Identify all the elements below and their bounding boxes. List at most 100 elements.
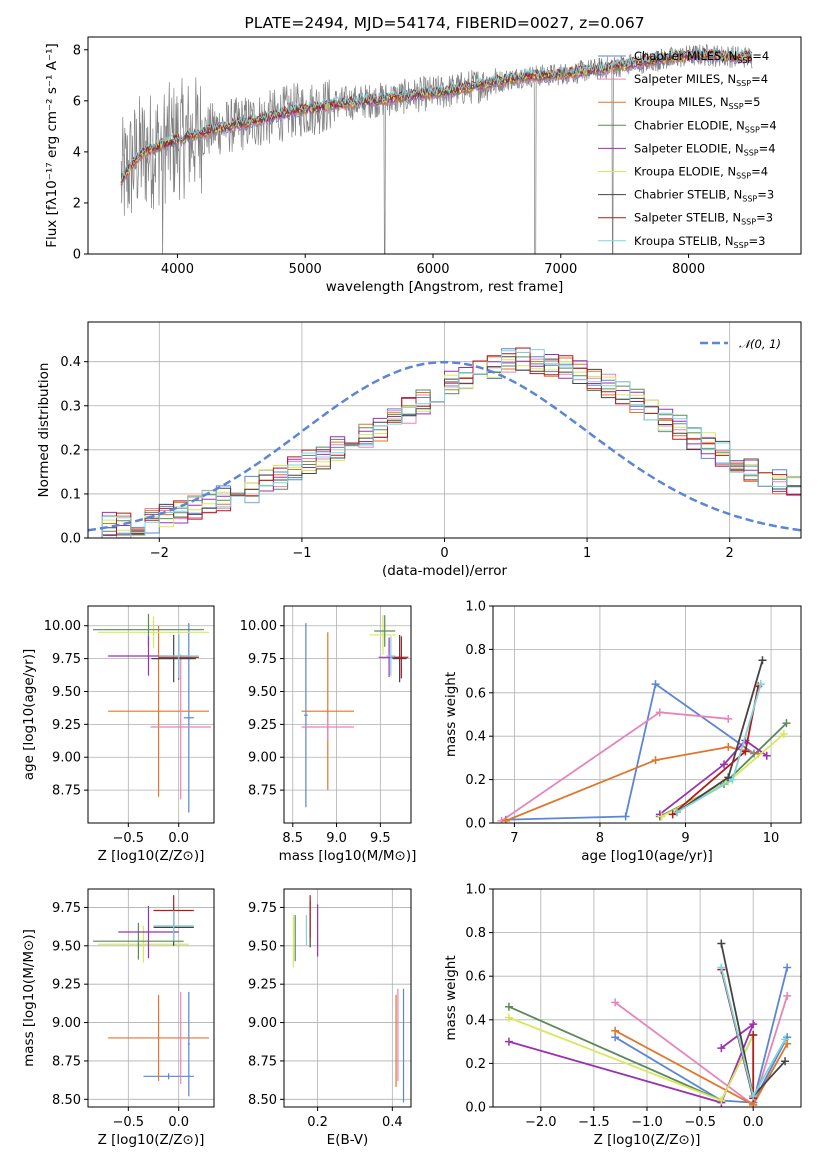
mass-weight-vs-z-panel: −2.0 −1.5 −1.0 −0.5 0.0 0.0 0.2 0.4 0.6 0.8 1.0 Z [… [443,883,802,1148]
mass-weight-series [672,680,765,817]
y-tick-label: 9.00 [248,751,277,766]
legend-label: Kroupa STELIB, NSSP=3 [634,234,765,250]
y-tick-label: 8.75 [248,1054,277,1069]
mass-weight-series [501,680,758,823]
y-axis-label: age [log10(age/yr)] [21,649,37,781]
age-vs-mass-plot-area [301,615,409,808]
plus-marker [651,756,660,765]
y-axis-label: mass [log10(M/M⊙)] [21,929,37,1067]
y-axis-label: Flux [fλ10⁻¹⁷ erg cm⁻² s⁻¹ A⁻¹] [44,43,60,248]
y-tick-label: 9.50 [52,939,81,954]
y-tick-label: 9.00 [248,1016,277,1031]
y-tick-label: 10.00 [44,619,81,634]
plus-marker [728,775,737,784]
errorbar-point [394,636,409,679]
y-tick-label: 6 [73,94,81,109]
residual-histogram [88,347,801,538]
x-tick-label: −0.5 [113,1115,145,1130]
y-tick-label: 8.75 [52,784,81,799]
y-tick-label: 8.75 [248,784,277,799]
plus-marker [717,1044,726,1053]
age-vs-mass-frame [283,605,412,824]
x-tick-label: −2.0 [525,1115,557,1130]
chart-title: PLATE=2494, MJD=54174, FIBERID=0027, z=0… [244,14,644,32]
plus-marker [672,808,681,817]
errorbar-point [93,922,184,960]
plus-marker [749,1092,758,1101]
x-tick-label: 0.4 [382,1115,403,1130]
mass-weight-vs-age-frame [492,605,802,824]
y-tick-label: 0.4 [60,355,81,370]
x-tick-label: 4000 [161,262,194,277]
x-tick-label: 9 [681,831,689,846]
mass-vs-z-panel: −0.5 0.0 8.50 8.75 9.00 9.25 9.50 9.75 Z [log10(… [21,888,215,1148]
x-tick-label: 1 [583,546,591,561]
legend-label: Salpeter ELODIE, NSSP=4 [634,141,776,157]
mass-weight-vs-age-panel: 7 8 9 10 0.0 0.2 0.4 0.6 0.8 1.0 age [log10(age/yr… [443,600,802,864]
y-tick-label: 0 [73,248,81,263]
y-tick-label: 9.25 [248,718,277,733]
y-tick-label: 4 [73,145,81,160]
model-spectrum [120,48,753,183]
plus-marker [717,1096,726,1105]
age-vs-mass-panel: 8.5 9.0 9.5 8.75 9.00 9.25 9.50 9.75 10.00 mass [… [240,605,416,864]
y-tick-label: 0.0 [60,532,81,547]
legend-label: Kroupa MILES, NSSP=5 [634,95,760,111]
x-tick-label: 10 [763,831,780,846]
legend-label: Chabrier STELIB, NSSP=3 [634,188,774,204]
y-tick-label: 0.4 [465,1013,486,1028]
legend-label: Salpeter STELIB, NSSP=3 [634,211,773,227]
y-axis-label: mass weight [443,672,459,757]
spectrum-panel: 4000 5000 6000 7000 8000 0 2 4 6 8 PLATE=2494, MJD… [44,14,802,295]
x-tick-label: 0 [440,546,448,561]
plus-marker [501,816,510,823]
mass-vs-ebv-frame [283,888,412,1108]
x-tick-label: 2 [726,546,734,561]
errorbar-point [118,905,179,959]
errorbar-point [301,713,355,741]
legend-label: Chabrier MILES, NSSP=4 [634,49,769,65]
x-axis-label: Z [log10(Z/Z⊙)] [98,848,205,864]
y-tick-label: 8.50 [248,1093,277,1108]
y-tick-label: 9.25 [52,718,81,733]
x-tick-label: 8 [596,831,604,846]
y-tick-label: 9.75 [52,652,81,667]
plus-marker [717,963,726,972]
model-spectrum [120,48,753,183]
x-axis-label: Z [log10(Z/Z⊙)] [98,1132,205,1148]
residuals-panel: −2 −1 0 1 2 0.0 0.1 0.2 0.3 0.4 𝒩(0, 1) (data-model… [36,321,802,579]
plus-marker [611,1026,620,1035]
errorbar-point [369,615,397,655]
model-spectrum [120,47,753,182]
x-axis-label: age [log10(age/yr)] [581,848,713,864]
plus-marker [724,773,733,782]
plus-marker [783,963,792,972]
errorbar-point [153,910,194,942]
plus-marker [611,998,620,1007]
x-tick-label: −2 [150,546,169,561]
plus-marker [783,991,792,1000]
y-tick-label: 0.0 [465,1101,486,1116]
age-vs-z-panel: −0.5 0.0 8.75 9.00 9.25 9.50 9.75 10.00 Z [log10… [21,605,215,864]
x-tick-label: 0.0 [168,831,189,846]
errorbar-point [98,616,209,649]
spectrum-plot-area [120,44,753,254]
errorbar-point [187,991,190,1097]
plus-marker [781,1035,790,1044]
errorbar-point [158,633,199,679]
y-tick-label: 8 [73,43,81,58]
errorbar-point [301,632,355,791]
y-tick-label: 2 [73,196,81,211]
residuals-legend: 𝒩(0, 1) [700,337,781,351]
errorbar-point [304,623,308,808]
plus-marker [762,751,771,760]
y-axis-label: mass weight [443,955,459,1040]
plus-marker [781,1057,790,1066]
legend-label: Salpeter MILES, NSSP=4 [634,72,768,88]
errorbar-point [98,925,189,963]
plus-marker [621,812,630,821]
y-tick-label: 0.0 [465,817,486,832]
y-tick-label: 9.00 [52,1016,81,1031]
spectrum-legend: Chabrier MILES, NSSP=4 Salpeter MILES, NS… [598,49,777,250]
